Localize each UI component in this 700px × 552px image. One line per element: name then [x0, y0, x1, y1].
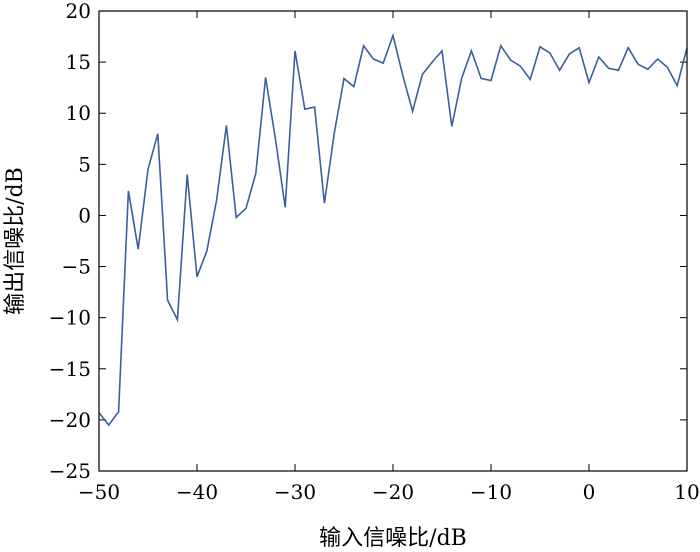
- y-axis-label: 输出信噪比/dB: [3, 167, 28, 315]
- y-tick-label: −15: [49, 357, 91, 381]
- y-tick-label: 0: [78, 203, 91, 227]
- y-tick-label: −25: [49, 459, 91, 483]
- y-tick-label: 20: [66, 0, 91, 23]
- x-tick-label: 10: [674, 480, 699, 504]
- y-tick-label: 10: [66, 101, 91, 125]
- x-tick-label: −20: [372, 480, 414, 504]
- x-tick-label: −10: [470, 480, 512, 504]
- series-line: [98, 32, 688, 427]
- x-tick-label: −30: [274, 480, 316, 504]
- x-axis-ticks: −50 −40 −30 −20 −10 0 10: [78, 11, 700, 504]
- x-axis-label: 输入信噪比/dB: [319, 526, 467, 551]
- y-tick-label: −10: [49, 306, 91, 330]
- y-tick-label: −20: [49, 408, 91, 432]
- x-tick-label: −50: [78, 480, 120, 504]
- y-tick-label: 15: [66, 50, 91, 74]
- x-tick-label: −40: [176, 480, 218, 504]
- y-axis-ticks: −25 −20 −15 −10 −5 0 5 10 15 20: [49, 0, 687, 483]
- plot-area-frame: [98, 10, 688, 472]
- y-tick-label: 5: [78, 152, 91, 176]
- y-tick-label: −5: [62, 255, 91, 279]
- x-tick-label: 0: [583, 480, 596, 504]
